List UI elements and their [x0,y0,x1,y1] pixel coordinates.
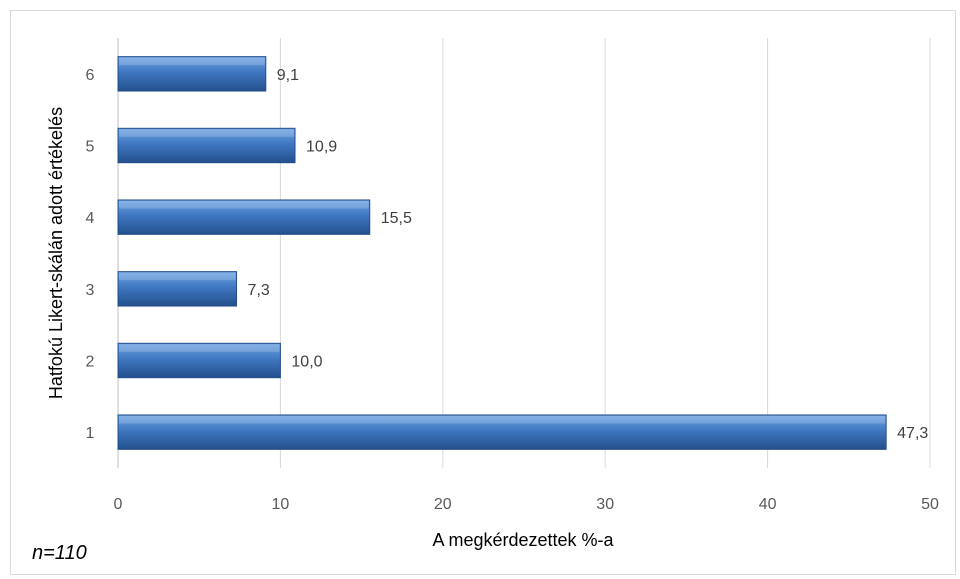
x-tick-label: 20 [434,496,452,513]
x-tick-label: 10 [272,496,290,513]
x-tick-label: 30 [596,496,614,513]
bar-highlight [119,415,886,424]
bar-3 [117,271,238,307]
bar-highlight [119,272,236,281]
bar-1 [117,414,887,450]
x-axis-title: A megkérdezettek %-a [432,530,614,550]
y-tick-label-2: 2 [86,354,95,371]
data-label-2: 10,0 [291,354,322,371]
y-tick-label-1: 1 [86,425,95,442]
x-tick-label: 50 [921,496,939,513]
data-label-5: 10,9 [306,139,337,156]
gridlines [117,38,931,468]
bars [117,56,887,450]
y-tick-label-5: 5 [86,139,95,156]
x-tick-label: 0 [114,496,123,513]
data-label-1: 47,3 [897,425,928,442]
data-labels: 47,3 10,0 7,3 15,5 10,9 9,1 [248,67,929,442]
bar-2 [117,342,281,379]
x-tick-label: 40 [759,496,777,513]
bar-highlight [119,129,295,137]
y-tick-label-4: 4 [86,210,95,227]
y-tick-label-6: 6 [86,67,95,84]
bar-5 [117,127,296,164]
y-axis-ticks: 1 2 3 4 5 6 [86,67,95,442]
y-axis-title: Hatfokú Likert-skálán adott értékelés [46,107,66,399]
bar-4 [117,199,371,235]
sample-size-note: n=110 [32,542,87,564]
bar-highlight [119,344,280,352]
data-label-3: 7,3 [248,282,270,299]
bar-highlight [119,57,265,66]
y-tick-label-3: 3 [86,282,95,299]
x-axis-ticks: 0 10 20 30 40 50 [114,496,939,513]
data-label-4: 15,5 [381,210,412,227]
data-label-6: 9,1 [277,67,299,84]
bar-highlight [119,200,369,209]
bar-6 [117,56,267,92]
